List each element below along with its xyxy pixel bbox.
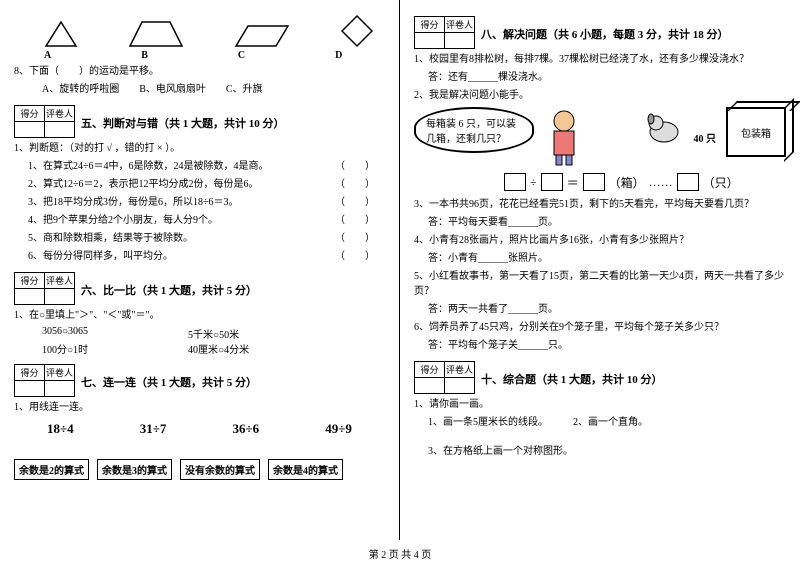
child-icon [544, 107, 584, 167]
unit-box: （箱） [609, 174, 645, 191]
r-q4: 4、小青有28张画片，照片比画片多16张，小青有多少张照片？ [414, 233, 786, 248]
problem-illustration: 每箱装 6 只，可以装几箱，还剩几只？ 40 只 包装箱 [414, 107, 786, 167]
section-5-title: 五、判断对与错（共 1 大题，共计 10 分） [81, 105, 285, 131]
eq-blank [583, 173, 605, 191]
q8: 8、下面（ ）的运动是平移。 [14, 64, 385, 79]
compare-title: 1、在○里填上"＞"、"＜"或"＝"。 [14, 308, 385, 323]
package-box: 包装箱 [726, 107, 786, 157]
score-table: 得分评卷人 [14, 105, 75, 138]
j2: 2、算式12÷6＝2，表示把12平均分成2份，每份是6。（ ） [14, 177, 385, 192]
j5: 5、商和除数相乘，结果等于被除数。（ ） [14, 231, 385, 246]
judge-title: 1、判断题：（对的打 √ ，错的打 × ）。 [14, 141, 385, 156]
r-q1: 1、校园里有8排松树，每排7棵。37棵松树已经浇了水，还有多少棵没浇水？ [414, 52, 786, 67]
link-title: 1、用线连一连。 [14, 400, 385, 415]
remainder-boxes: 余数是2的算式 余数是3的算式 没有余数的算式 余数是4的算式 [14, 459, 385, 480]
section-10-title: 十、综合题（共 1 大题，共计 10 分） [481, 361, 663, 387]
score-box-6: 得分评卷人 六、比一比（共 1 大题，共计 5 分） [14, 272, 385, 305]
r-q2: 2、我是解决问题小能手。 [414, 88, 786, 103]
d1: 1、画一条5厘米长的线段。 2、画一个直角。 [414, 415, 786, 430]
score-table: 得分评卷人 [414, 361, 475, 394]
rem3: 余数是3的算式 [97, 459, 172, 480]
grader-hdr: 评卷人 [45, 106, 75, 122]
r-a3: 答：平均每天要看______页。 [414, 215, 786, 230]
d3: 3、在方格纸上画一个对称图形。 [414, 444, 786, 459]
equation-row: ÷ ＝ （箱） …… （只） [504, 173, 786, 191]
eq-blank [541, 173, 563, 191]
score-hdr: 得分 [15, 365, 45, 381]
j6: 6、每份分得同样多，叫平均分。（ ） [14, 249, 385, 264]
j3: 3、把18平均分成3份，每份是6，所以18÷6＝3。（ ） [14, 195, 385, 210]
r-a1: 答：还有______棵没浇水。 [414, 70, 786, 85]
q8-opts: A、旋转的呼啦圈 B、电风扇扇叶 C、升旗 [14, 82, 385, 97]
j4: 4、把9个苹果分给2个小朋友，每人分9个。（ ） [14, 213, 385, 228]
unit-zhi: （只） [703, 174, 739, 191]
r-a4: 答：小青有______张照片。 [414, 251, 786, 266]
shapes-row [44, 14, 385, 48]
score-table: 得分评卷人 [14, 272, 75, 305]
rem-none: 没有余数的算式 [180, 459, 260, 480]
eq-blank [504, 173, 526, 191]
section-6-title: 六、比一比（共 1 大题，共计 5 分） [81, 272, 257, 298]
page-footer: 第 2 页 共 4 页 [0, 546, 800, 561]
r-q5: 5、小红看故事书，第一天看了15页，第二天看的比第一天少4页，两天一共看了多少页… [414, 269, 786, 299]
parallelogram-icon [234, 24, 290, 48]
dots: …… [649, 175, 673, 190]
shape-labels: A B C D [44, 50, 385, 61]
box-label: 包装箱 [741, 125, 771, 140]
link-row: 18÷4 31÷7 36÷6 49÷9 [14, 421, 385, 437]
score-box-10: 得分评卷人 十、综合题（共 1 大题，共计 10 分） [414, 361, 786, 394]
score-table: 得分评卷人 [414, 16, 475, 49]
dog-icon [644, 107, 684, 147]
c1a: 3056○3065 [42, 326, 88, 341]
rem4: 余数是4的算式 [268, 459, 343, 480]
grader-hdr: 评卷人 [45, 365, 75, 381]
diamond-icon [340, 14, 374, 48]
score-table: 得分评卷人 [14, 364, 75, 397]
eq-blank [677, 173, 699, 191]
section-8-title: 八、解决问题（共 6 小题，每题 3 分，共计 18 分） [481, 16, 729, 42]
grader-hdr: 评卷人 [445, 362, 475, 378]
forty-label: 40 只 [694, 130, 717, 145]
score-box-8: 得分评卷人 八、解决问题（共 6 小题，每题 3 分，共计 18 分） [414, 16, 786, 49]
r-q3: 3、一本书共96页，花花已经看完51页，剩下的5天看完，平均每天要看几页？ [414, 197, 786, 212]
j1: 1、在算式24÷6＝4中，6是除数，24是被除数，4是商。（ ） [14, 159, 385, 174]
r-a5: 答：两天一共看了______页。 [414, 302, 786, 317]
score-hdr: 得分 [15, 106, 45, 122]
score-box-5: 得分评卷人 五、判断对与错（共 1 大题，共计 10 分） [14, 105, 385, 138]
label-d: D [335, 50, 342, 61]
grader-hdr: 评卷人 [45, 273, 75, 289]
link4: 49÷9 [325, 421, 352, 437]
trapezoid-icon [128, 20, 184, 48]
label-b: B [141, 50, 148, 61]
rem2: 余数是2的算式 [14, 459, 89, 480]
link3: 36÷6 [233, 421, 260, 437]
c2b: 40厘米○4分米 [188, 341, 249, 356]
score-box-7: 得分评卷人 七、连一连（共 1 大题，共计 5 分） [14, 364, 385, 397]
link1: 18÷4 [47, 421, 74, 437]
r-a6: 答：平均每个笼子关______只。 [414, 338, 786, 353]
r-q6: 6、饲养员养了45只鸡，分别关在9个笼子里，平均每个笼子关多少只？ [414, 320, 786, 335]
score-hdr: 得分 [415, 17, 445, 33]
grader-hdr: 评卷人 [445, 17, 475, 33]
section-7-title: 七、连一连（共 1 大题，共计 5 分） [81, 364, 257, 390]
score-hdr: 得分 [15, 273, 45, 289]
c1b: 5千米○50米 [188, 326, 239, 341]
link2: 31÷7 [140, 421, 167, 437]
speech-bubble: 每箱装 6 只，可以装几箱，还剩几只？ [414, 107, 534, 153]
score-hdr: 得分 [415, 362, 445, 378]
c2a: 100分○1时 [42, 341, 88, 356]
triangle-icon [44, 20, 78, 48]
draw-title: 1、请你画一画。 [414, 397, 786, 412]
label-a: A [44, 50, 51, 61]
label-c: C [238, 50, 245, 61]
